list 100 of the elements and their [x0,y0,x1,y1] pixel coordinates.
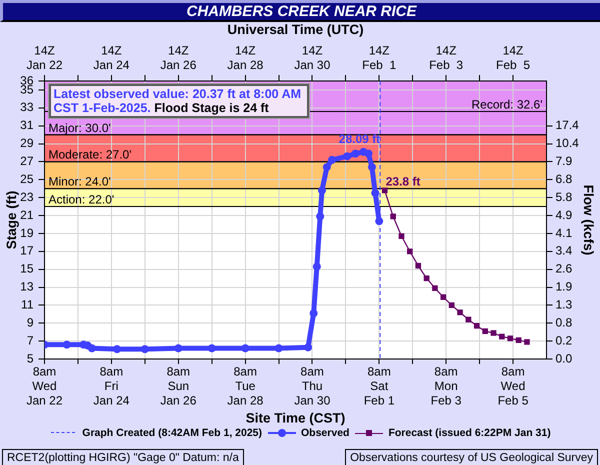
y2-axis-title: Flow (kcfs) [581,184,596,256]
point [448,302,455,308]
y-tick-label: 25 [20,172,34,186]
point [351,150,360,158]
point [474,322,480,329]
x-tick-label: 8am Mon Feb 3 [430,364,462,408]
text: Observations courtesy of US Geological Survey [345,449,598,465]
point [322,163,331,172]
band-label: Moderate: 27.0' [48,148,132,162]
point [310,309,318,318]
legend-label: Observed [301,427,350,439]
x-tick-label: 8am Fri Jan 24 [93,364,130,408]
y-tick-label: 7 [26,333,34,348]
y-tick-label: 21 [20,208,34,222]
chart-title: CHAMBERS CREEK NEAR RICE [0,0,600,22]
point [390,214,396,220]
category-label: 0.8 [556,315,572,330]
point [318,186,326,194]
point [432,285,438,291]
annotation: CST 1-Feb-2025. [54,101,151,115]
annotation: Flood Stage is 24 ft [154,101,269,115]
category-label: 4.1 [556,226,572,240]
point [113,345,122,354]
x-tick-label: 8am Tue Jan 28 [227,364,264,408]
point [524,339,530,345]
point [375,217,384,226]
point [328,156,336,164]
point [516,337,522,343]
category-label: 3.4 [556,244,572,258]
point [62,340,71,349]
x2-tick-label: 14Z Jan 28 [227,44,264,72]
point [368,163,376,172]
annotation: 28.09 ft [338,132,380,146]
point [312,262,321,271]
x2-tick-label: 14Z Jan 24 [93,44,130,72]
x2-tick-label: 14Z Feb 5 [496,44,530,72]
point [274,344,283,352]
x2-tick-label: 14Z Jan 22 [26,44,63,72]
x-tick-label: 8am Wed Jan 22 [26,364,63,408]
point [398,233,404,239]
band-label: Major: 30.0' [48,120,111,135]
point [304,343,312,352]
y-tick-label: 5 [26,351,34,366]
category-label: 5.8 [556,190,572,204]
y-tick-label: 33 [20,100,34,114]
x2-axis-title: Universal Time (UTC) [227,22,364,37]
category-label: 4.9 [556,208,572,222]
text: RCET2(plotting HGIRG) "Gage 0" Datum: n/a [2,449,244,465]
category-label: 0.0 [556,351,572,366]
point [140,345,149,354]
point [371,189,380,198]
point [466,316,472,322]
ref-line-label: Record: 32.6' [472,97,542,112]
y-tick-label: 31 [20,118,34,132]
point [88,344,96,352]
y-tick-label: 15 [20,262,34,276]
y-tick-label: 23 [20,190,34,204]
point [208,344,216,352]
point [241,344,250,352]
x-tick-label: 8am Sat Feb 1 [364,364,395,408]
y-axis-title: Stage (ft) [4,190,19,250]
point [507,336,514,342]
x-tick-label: 8am Wed Feb 5 [498,364,529,408]
category-label: 1.3 [556,298,572,312]
category-label: 0.2 [556,333,572,348]
point [316,212,324,220]
y-tick-label: 9 [26,315,34,330]
y-tick-label: 13 [20,280,34,294]
category-label: 1.9 [556,280,572,294]
category-label: 2.6 [556,262,572,276]
y-tick-label: 11 [21,298,34,312]
point [499,334,505,340]
x-tick-label: 8am Sun Jan 26 [160,364,197,408]
point [382,188,388,194]
legend-label: Graph Created (8:42AM Feb 1, 2025) [82,427,262,439]
point [490,330,496,336]
band-label: Minor: 24.0' [48,174,111,189]
point [174,344,182,352]
category-label: 10.4 [556,136,579,150]
category-label: 7.9 [556,154,572,168]
y-tick-label: 19 [20,226,34,240]
y-tick-label: 27 [20,154,34,168]
x2-tick-label: 14Z Feb 3 [429,44,464,72]
point [424,275,430,282]
point [343,152,352,160]
point [364,150,372,158]
y-tick-label: 17 [20,244,34,258]
band-label: Action: 22.0' [48,192,114,207]
point [407,248,413,254]
annotation: 23.8 ft [386,174,420,188]
category-label: 17.4 [556,118,579,132]
point [415,262,422,269]
point [457,310,463,316]
x-tick-label: 8am Thu Jan 30 [294,364,331,408]
x2-tick-label: 14Z Jan 30 [294,44,331,72]
point [482,328,488,334]
x-axis-title: Site Time (CST) [246,410,346,426]
x2-tick-label: 14Z Jan 26 [160,44,197,72]
point [440,294,446,300]
y-tick-label: 29 [20,136,34,150]
